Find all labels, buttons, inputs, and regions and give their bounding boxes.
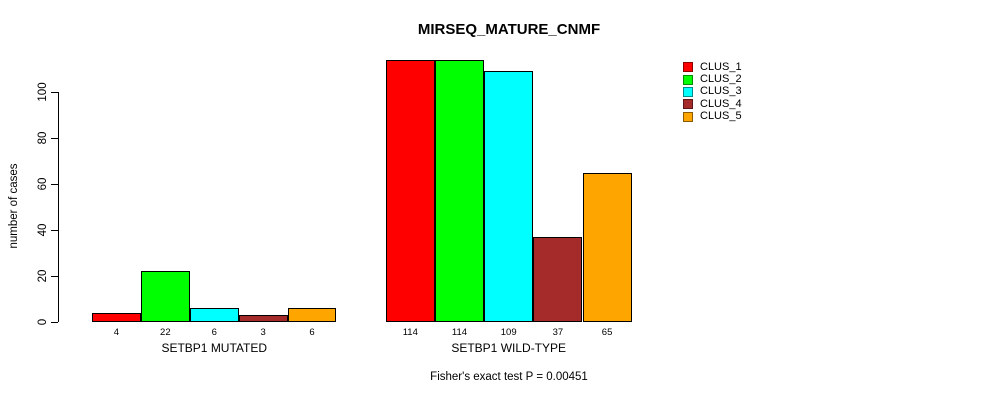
bar-value-label: 37 (552, 327, 564, 338)
y-tick-mark (51, 138, 58, 139)
y-tick-label: 40 (37, 223, 49, 237)
bar-value-label: 114 (451, 327, 468, 338)
legend: CLUS_1 CLUS_2 CLUS_3 CLUS_4 CLUS_5 (683, 61, 742, 123)
y-tick-label: 80 (37, 131, 49, 145)
group-label-mutated: SETBP1 MUTATED (161, 341, 268, 355)
y-tick-mark (51, 276, 58, 277)
legend-label: CLUS_3 (700, 85, 742, 98)
group-label-wild-type: SETBP1 WILD-TYPE (451, 341, 567, 355)
y-axis-label: number of cases (8, 163, 20, 249)
bar-clus_4-mutated (238, 315, 288, 322)
legend-label: CLUS_2 (700, 73, 742, 86)
legend-swatch-icon (683, 62, 693, 73)
legend-swatch-icon (683, 111, 693, 122)
bar-clus_3-wild-type (484, 71, 534, 322)
bar-clus_2-mutated (140, 271, 190, 322)
legend-label: CLUS_4 (700, 97, 742, 110)
legend-swatch-icon (683, 74, 693, 85)
bar-clus_1-mutated (92, 312, 141, 322)
legend-swatch-icon (683, 99, 693, 110)
legend-label: CLUS_1 (700, 60, 742, 73)
y-tick-mark (51, 230, 58, 231)
bar-clus_3-mutated (189, 308, 239, 322)
legend-item-clus_2: CLUS_2 (683, 73, 742, 85)
bar-value-label: 22 (160, 327, 171, 338)
bar-value-label: 3 (260, 327, 266, 338)
y-tick-mark (51, 184, 58, 185)
y-tick-mark (51, 322, 58, 323)
bar-value-label: 114 (402, 327, 418, 338)
y-tick-label: 100 (37, 82, 49, 102)
legend-item-clus_1: CLUS_1 (683, 61, 742, 73)
legend-item-clus_5: CLUS_5 (683, 110, 742, 122)
bar-clus_5-wild-type (582, 172, 632, 322)
bar-value-label: 4 (113, 327, 120, 338)
y-tick-label: 0 (37, 318, 49, 326)
legend-item-clus_4: CLUS_4 (683, 98, 742, 110)
bar-clus_5-mutated (287, 308, 337, 322)
y-tick-label: 60 (37, 177, 49, 191)
bar-value-label: 65 (601, 327, 613, 338)
legend-label: CLUS_5 (700, 110, 742, 123)
fisher-test-annotation: Fisher's exact test P = 0.00451 (430, 371, 588, 383)
bar-value-label: 6 (211, 327, 217, 338)
bar-clus_2-wild-type (434, 59, 485, 322)
legend-item-clus_3: CLUS_3 (683, 86, 742, 98)
legend-swatch-icon (683, 86, 693, 97)
y-axis-line (58, 92, 59, 322)
bar-clus_4-wild-type (533, 236, 583, 322)
chart-title: MIRSEQ_MATURE_CNMF (417, 21, 601, 38)
y-tick-mark (51, 92, 58, 93)
y-tick-label: 20 (37, 269, 49, 283)
bar-value-label: 6 (309, 327, 315, 338)
bar-clus_1-wild-type (385, 59, 435, 322)
bar-value-label: 109 (500, 327, 517, 338)
